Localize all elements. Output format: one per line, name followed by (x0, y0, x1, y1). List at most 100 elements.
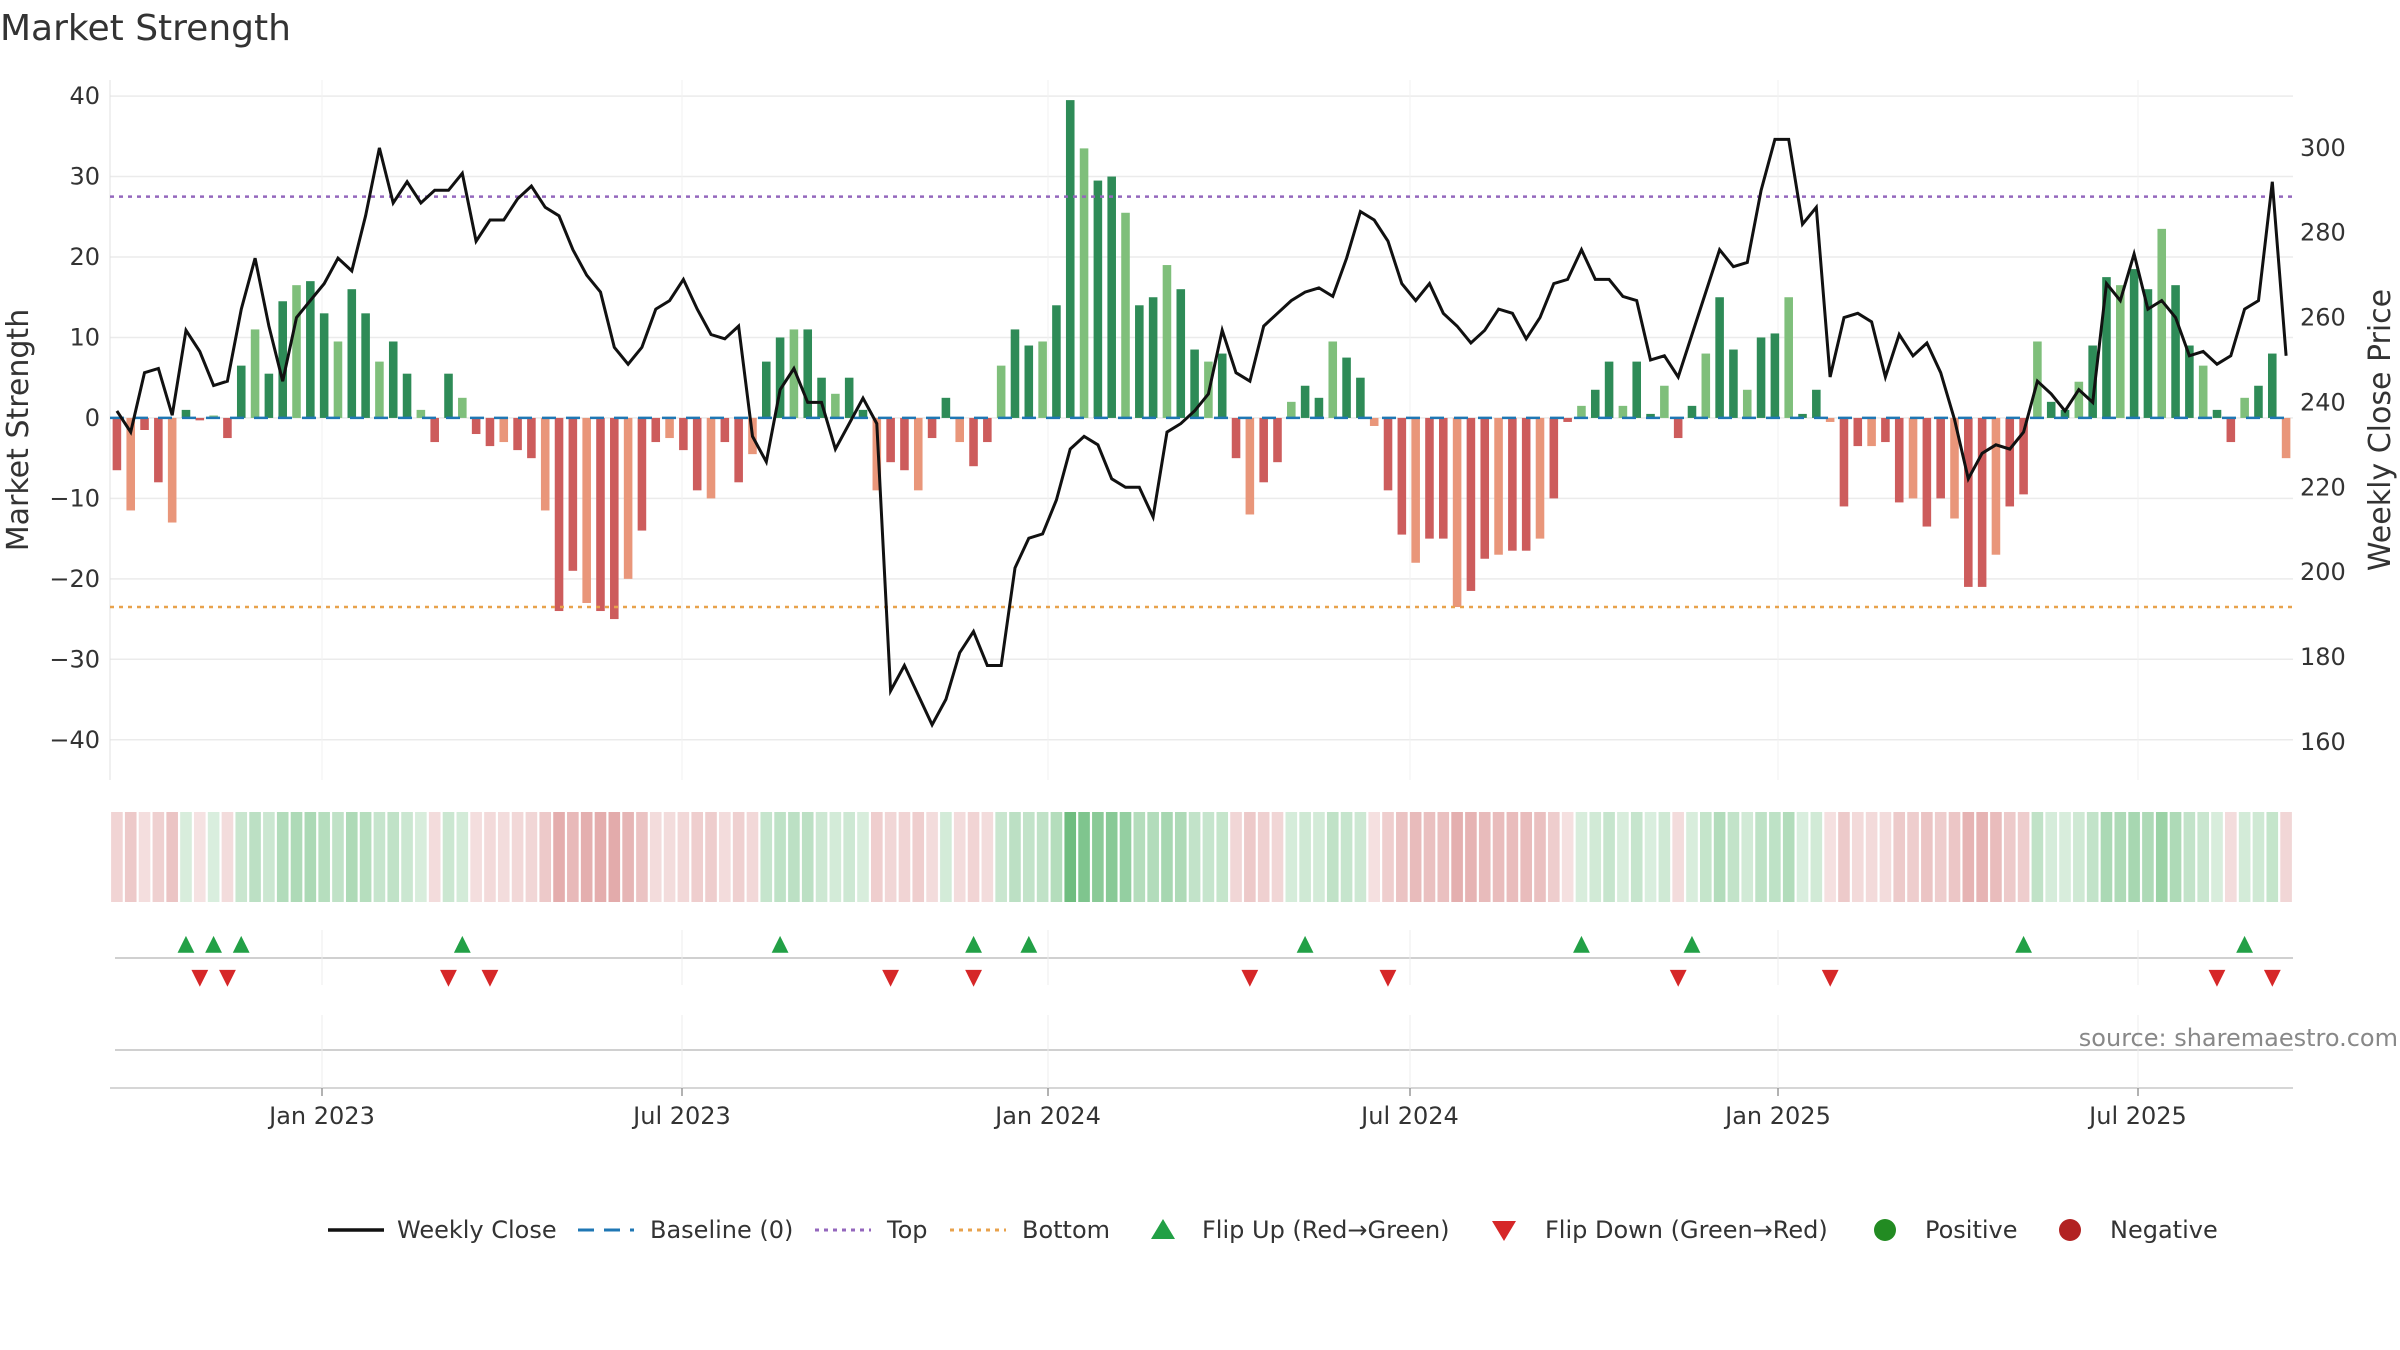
strength-bar (1038, 341, 1047, 418)
legend-label: Top (886, 1216, 928, 1244)
heat-cell (1796, 812, 1809, 902)
heat-cell (1133, 812, 1146, 902)
heat-cell (415, 812, 427, 902)
heat-cell (1948, 812, 1961, 902)
strength-bar (761, 361, 771, 418)
heat-cell (1465, 812, 1477, 902)
heat-cell (235, 812, 248, 902)
left-tick-label: 30 (69, 163, 100, 191)
strength-bar (264, 373, 274, 418)
flip-down-marker: ▼ (2264, 965, 2281, 990)
strength-bar (2157, 228, 2167, 418)
heat-cell (2045, 812, 2058, 902)
strength-bar (181, 409, 191, 418)
heat-cell (1686, 812, 1698, 902)
strength-bar (1590, 389, 1600, 418)
heat-cell (1437, 812, 1450, 902)
heat-cell (304, 812, 317, 902)
strength-bar (1687, 405, 1697, 418)
flip-down-marker: ▼ (882, 965, 899, 990)
strength-bar (471, 417, 481, 435)
heat-cell (1672, 812, 1684, 902)
heat-cell (1271, 812, 1284, 902)
strength-heat-strip (111, 812, 2292, 902)
strength-bar (2267, 353, 2277, 418)
strength-bar (1162, 265, 1172, 418)
strength-bar (1356, 377, 1365, 418)
legend-item: Flip Up (Red→Green) (1151, 1216, 1450, 1244)
heat-cell (1022, 812, 1035, 902)
strength-bar (527, 417, 536, 459)
strength-bar (1867, 417, 1876, 447)
strength-bar (2088, 345, 2097, 418)
heat-cell (138, 812, 151, 902)
heat-cell (1851, 812, 1864, 902)
left-tick-label: −30 (49, 645, 100, 673)
strength-bar (1977, 417, 1987, 587)
strength-bar (499, 417, 509, 443)
legend-label: Negative (2110, 1216, 2218, 1244)
strength-bar (1618, 405, 1628, 418)
strength-bar (1176, 289, 1186, 418)
right-tick-label: 200 (2300, 558, 2346, 586)
strength-bar (126, 417, 136, 511)
strength-bar (333, 341, 343, 418)
strength-bar (706, 417, 716, 499)
strength-bar (1190, 349, 1199, 418)
strength-bar (734, 417, 743, 483)
heat-cell (1064, 812, 1077, 902)
heat-cell (801, 812, 814, 902)
strength-bar (941, 397, 951, 418)
heat-cell (760, 812, 773, 902)
heat-cell (829, 812, 842, 902)
heat-cell (857, 812, 869, 902)
heat-cell (594, 812, 607, 902)
heat-cell (1451, 812, 1463, 902)
flip-down-marker: ▼ (965, 965, 982, 990)
strength-bar (250, 329, 260, 418)
heat-cell (732, 812, 745, 902)
legend-item: Top (815, 1216, 928, 1244)
strength-bar (651, 417, 661, 443)
flip-up-marker: ▲ (454, 931, 471, 956)
heat-cell (2100, 812, 2113, 902)
heat-cell (2155, 812, 2168, 902)
strength-bar (430, 417, 439, 443)
strength-bar (1452, 417, 1462, 608)
heat-cell (926, 812, 938, 902)
flip-up-marker: ▲ (1573, 931, 1590, 956)
strength-bar (775, 337, 785, 418)
heat-cell (1174, 812, 1187, 902)
heat-cell (373, 812, 386, 902)
heat-cell (1534, 812, 1546, 902)
heat-cell (719, 812, 731, 902)
heat-cell (456, 812, 469, 902)
flip-up-marker: ▲ (1020, 931, 1037, 956)
strength-bar (1466, 417, 1476, 591)
heat-cell (1713, 812, 1726, 902)
strength-bar (844, 377, 854, 418)
strength-bar (292, 285, 301, 418)
legend-item: Positive (1874, 1216, 2018, 1244)
heat-cell (1990, 812, 2002, 902)
legend-label: Weekly Close (397, 1216, 557, 1244)
flip-down-marker: ▼ (1670, 965, 1687, 990)
heat-cell (1506, 812, 1519, 902)
strength-bar (1273, 417, 1282, 463)
strength-bar (1812, 389, 1821, 418)
legend-item: Weekly Close (328, 1216, 557, 1244)
strength-bar (1770, 333, 1780, 418)
strength-bar (2185, 345, 2194, 418)
heat-cell (1755, 812, 1767, 902)
flip-up-marker: ▲ (2015, 931, 2032, 956)
heat-cell (2225, 812, 2237, 902)
flip-up-marker: ▲ (205, 931, 222, 956)
strength-bar (1577, 405, 1586, 418)
strength-bar (1314, 397, 1324, 418)
strength-bar (361, 313, 370, 418)
heat-cell (1727, 812, 1740, 902)
right-tick-label: 280 (2300, 219, 2346, 247)
heat-cell (871, 812, 883, 902)
flip-down-marker: ▼ (440, 965, 457, 990)
strength-bar (1756, 337, 1766, 418)
